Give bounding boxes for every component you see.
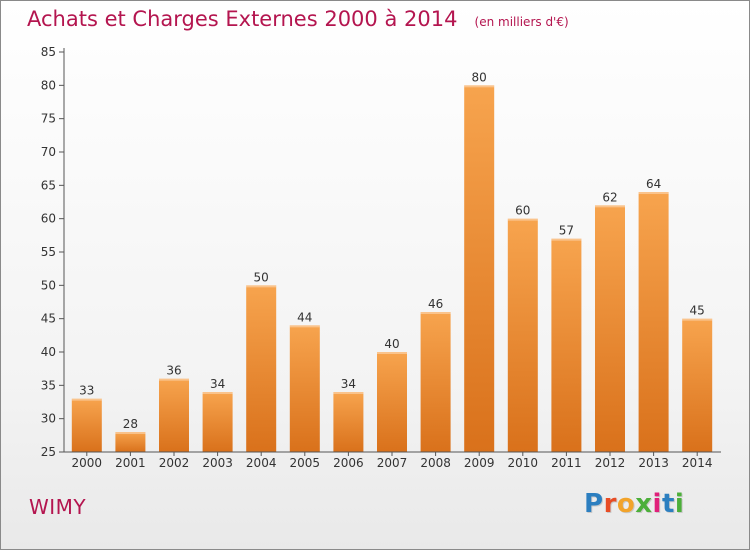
bar-value-label: 80 (472, 70, 487, 84)
bar-value-label: 45 (690, 304, 705, 318)
bar-value-label: 60 (515, 204, 530, 218)
bar-2014 (682, 318, 713, 452)
bar-value-label: 64 (646, 177, 661, 191)
bar-2009 (464, 85, 495, 452)
bar-highlight (115, 432, 146, 434)
bar-highlight (682, 318, 713, 321)
bar-highlight (159, 378, 189, 381)
bar-2010 (507, 218, 538, 452)
bar-highlight (551, 238, 582, 241)
bar-2005 (289, 325, 320, 452)
x-tick-label: 2003 (202, 456, 233, 470)
y-tick-label: 25 (41, 445, 56, 459)
y-tick-label: 55 (41, 245, 56, 259)
bar-value-label: 46 (428, 297, 443, 311)
x-tick-label: 2005 (290, 456, 321, 470)
bar-2011 (551, 238, 582, 452)
x-tick-label: 2002 (159, 456, 190, 470)
bar-2012 (595, 205, 625, 452)
logo-letter: P (584, 489, 604, 519)
chart-title: Achats et Charges Externes 2000 à 2014 (27, 7, 458, 31)
bar-highlight (289, 325, 320, 328)
y-tick-label: 65 (41, 178, 56, 192)
axes-group: 25 30 35 40 45 50 55 60 65 70 75 80 85 2000 2001 2002 20… (41, 45, 721, 470)
bar-2000 (71, 398, 102, 452)
bar-value-label: 57 (559, 224, 574, 238)
bar-2002 (159, 378, 189, 452)
x-tick-label: 2014 (682, 456, 713, 470)
logo-letter: i (652, 489, 662, 519)
bar-2006 (333, 392, 364, 452)
logo-letter: x (635, 489, 653, 519)
y-tick-label: 60 (41, 212, 56, 226)
proxiti-logo[interactable]: Proxiti (584, 489, 684, 519)
y-tick-label: 35 (41, 378, 56, 392)
chart-unit: (en milliers d'€) (474, 15, 569, 29)
y-tick-label: 50 (41, 278, 56, 292)
x-tick-label: 2013 (638, 456, 669, 470)
bar-value-label: 36 (166, 364, 181, 378)
bar-highlight (638, 192, 669, 194)
y-tick-label: 70 (41, 145, 56, 159)
chart-title-block: Achats et Charges Externes 2000 à 2014 (… (27, 7, 569, 31)
x-tick-label: 2007 (377, 456, 408, 470)
bar-value-label: 28 (123, 417, 138, 431)
bars-group: 33 28 36 34 50 44 34 40 46 80 60 57 62 64 45 (71, 70, 713, 452)
bar-2003 (202, 392, 233, 452)
x-tick-label: 2006 (333, 456, 364, 470)
bar-highlight (464, 85, 495, 88)
x-tick-label: 2009 (464, 456, 495, 470)
x-tick-label: 2008 (420, 456, 451, 470)
bar-highlight (377, 352, 407, 354)
y-tick-label: 80 (41, 78, 56, 92)
bar-highlight (71, 398, 102, 401)
y-tick-label: 45 (41, 312, 56, 326)
x-tick-label: 2000 (72, 456, 103, 470)
bar-value-label: 34 (341, 377, 356, 391)
y-tick-label: 40 (41, 345, 56, 359)
bar-highlight (333, 392, 364, 394)
x-tick-label: 2011 (551, 456, 582, 470)
logo-letter: i (674, 489, 685, 519)
y-tick-label: 75 (41, 112, 56, 126)
bar-value-label: 40 (384, 337, 399, 351)
logo-letter: o (616, 489, 636, 519)
logo-letter: t (661, 489, 675, 519)
bar-value-label: 33 (79, 384, 94, 398)
x-tick-label: 2012 (595, 456, 626, 470)
town-name: WIMY (29, 495, 87, 519)
bar-2004 (246, 285, 277, 452)
bar-highlight (202, 392, 233, 394)
bar-highlight (595, 205, 625, 208)
x-tick-label: 2010 (508, 456, 539, 470)
bar-value-label: 44 (297, 310, 312, 324)
bar-highlight (507, 218, 538, 221)
bar-value-label: 50 (254, 270, 269, 284)
bar-2001 (115, 432, 146, 452)
y-tick-label: 30 (41, 412, 56, 426)
bar-value-label: 62 (602, 190, 617, 204)
bar-highlight (420, 312, 451, 314)
bar-2008 (420, 312, 451, 452)
bar-2013 (638, 192, 669, 452)
y-tick-label: 85 (41, 45, 56, 59)
x-tick-label: 2001 (115, 456, 146, 470)
bar-value-label: 34 (210, 377, 225, 391)
logo-letter: r (603, 489, 617, 519)
x-tick-label: 2004 (246, 456, 277, 470)
bar-2007 (377, 352, 407, 452)
bar-highlight (246, 285, 277, 288)
